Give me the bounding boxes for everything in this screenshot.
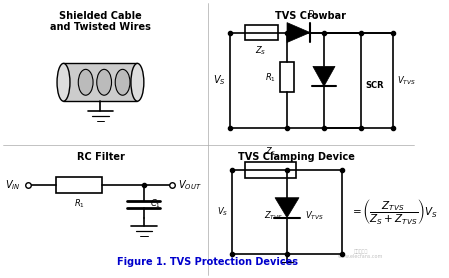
Text: $V_{OUT}$: $V_{OUT}$ [178,178,202,192]
Polygon shape [287,23,310,43]
Text: 电子发烧友
www.elecfans.com: 电子发烧友 www.elecfans.com [338,249,383,259]
Polygon shape [313,66,335,86]
Text: $Z_S$: $Z_S$ [255,44,267,57]
Bar [246,162,296,178]
Text: TVS Crowbar: TVS Crowbar [275,11,346,21]
Text: $V_S$: $V_S$ [216,205,228,218]
Text: $V_{IN}$: $V_{IN}$ [5,178,21,192]
Ellipse shape [97,69,111,95]
Text: $V_{TVS}$: $V_{TVS}$ [305,209,324,222]
Ellipse shape [115,69,130,95]
Ellipse shape [78,69,93,95]
Text: $C_1$: $C_1$ [150,197,161,210]
Text: $= \left(\dfrac{Z_{TVS}}{Z_S+ Z_{TVS}}\right) V_S$: $= \left(\dfrac{Z_{TVS}}{Z_S+ Z_{TVS}}\r… [350,197,438,226]
Text: $R_1$: $R_1$ [265,71,276,84]
Ellipse shape [57,63,70,101]
Text: Figure 1. TVS Protection Devices: Figure 1. TVS Protection Devices [117,257,298,267]
Text: Shielded Cable
and Twisted Wires: Shielded Cable and Twisted Wires [50,11,151,32]
Text: $R_1$: $R_1$ [74,198,85,210]
Bar [56,177,102,193]
Text: SCR: SCR [365,81,384,90]
Text: TVS Clamping Device: TVS Clamping Device [238,152,355,162]
Bar [280,62,295,92]
Text: $V_S$: $V_S$ [213,73,226,87]
Text: $Z_S$: $Z_S$ [264,145,276,158]
Bar [246,24,278,41]
Ellipse shape [131,63,144,101]
Bar [63,63,137,101]
Polygon shape [275,198,299,218]
Text: $Z_{TVS}$: $Z_{TVS}$ [264,209,283,222]
Text: $D_1$: $D_1$ [307,8,319,21]
Text: $V_{TVS}$: $V_{TVS}$ [397,74,416,86]
Text: RC Filter: RC Filter [76,152,124,162]
